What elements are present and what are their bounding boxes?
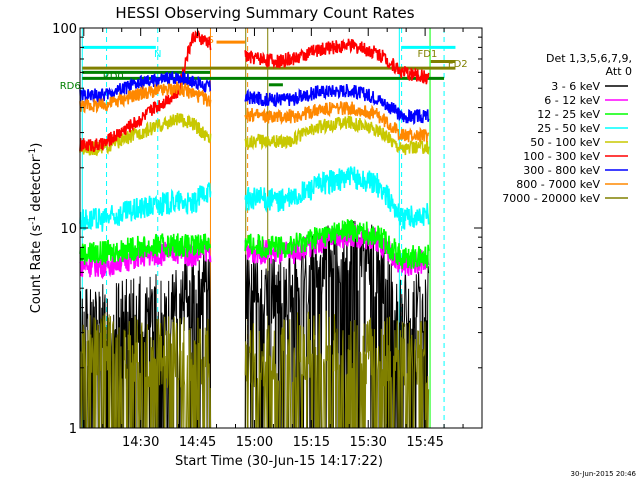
flag-label-fd1: FD1 bbox=[418, 49, 438, 60]
series-line bbox=[79, 182, 212, 232]
legend-entry-8: 7000 - 20000 keV bbox=[502, 192, 600, 205]
chart-title: HESSI Observing Summary Count Rates bbox=[115, 4, 414, 22]
legend-header-0: Det 1,3,5,6,7,9, bbox=[546, 52, 632, 65]
legend-entry-6: 300 - 800 keV bbox=[523, 164, 600, 177]
y-tick-label-1: 1 bbox=[69, 422, 77, 437]
y-tick-label-100: 100 bbox=[52, 22, 77, 37]
series-line bbox=[79, 70, 212, 104]
legend-entry-4: 50 - 100 keV bbox=[530, 136, 600, 149]
series-6-12-kev bbox=[79, 223, 430, 280]
x-tick-label-1500: 15:00 bbox=[236, 435, 273, 450]
series-line bbox=[244, 166, 430, 230]
series-line bbox=[79, 112, 212, 157]
series-line bbox=[244, 310, 430, 429]
series-line bbox=[244, 38, 430, 85]
x-tick-label-1530: 15:30 bbox=[349, 435, 386, 450]
flag-label-s: S bbox=[208, 35, 214, 46]
flag-label-rd0: RD0 bbox=[103, 71, 124, 82]
series-line bbox=[79, 238, 212, 280]
legend-entry-2: 12 - 25 keV bbox=[537, 108, 600, 121]
series-line bbox=[79, 313, 212, 429]
flag-label-fd2: FD2 bbox=[448, 59, 468, 70]
flag-label-n: N bbox=[154, 49, 161, 60]
x-axis-label: Start Time (30-Jun-15 14:17:22) bbox=[175, 454, 383, 469]
series-line bbox=[244, 223, 430, 276]
x-tick-label-1545: 15:45 bbox=[406, 435, 443, 450]
legend-header-1: Att 0 bbox=[606, 65, 632, 78]
series-line bbox=[244, 101, 430, 143]
y-axis-label: Count Rate (s-1 detector-1) bbox=[28, 143, 44, 314]
series-100-300-kev bbox=[79, 30, 430, 153]
flag-label-rd6: RD6 bbox=[60, 81, 81, 92]
series-7000-20000-kev bbox=[79, 310, 430, 429]
series-line bbox=[244, 115, 430, 156]
legend-entry-3: 25 - 50 keV bbox=[537, 122, 600, 135]
legend-entry-7: 800 - 7000 keV bbox=[516, 178, 600, 191]
series-300-800-kev bbox=[79, 70, 430, 125]
x-tick-label-1430: 14:30 bbox=[122, 435, 159, 450]
x-tick-label-1515: 15:15 bbox=[293, 435, 330, 450]
series-25-50-kev bbox=[79, 166, 430, 232]
series-line bbox=[79, 233, 211, 265]
series-50-100-kev bbox=[79, 112, 430, 157]
legend-entry-1: 6 - 12 keV bbox=[544, 94, 600, 107]
series-800-7000-kev bbox=[79, 81, 430, 143]
y-tick-label-10: 10 bbox=[60, 222, 77, 237]
legend-entry-5: 100 - 300 keV bbox=[523, 150, 600, 163]
series-line bbox=[244, 218, 430, 269]
series-12-25-kev bbox=[79, 218, 430, 269]
series-line bbox=[79, 81, 212, 114]
legend-entry-0: 3 - 6 keV bbox=[551, 80, 600, 93]
plot-timestamp: 30-Jun-2015 20:46 bbox=[571, 470, 637, 478]
x-tick-label-1445: 14:45 bbox=[179, 435, 216, 450]
series-line bbox=[79, 30, 212, 153]
series-line bbox=[244, 83, 430, 125]
